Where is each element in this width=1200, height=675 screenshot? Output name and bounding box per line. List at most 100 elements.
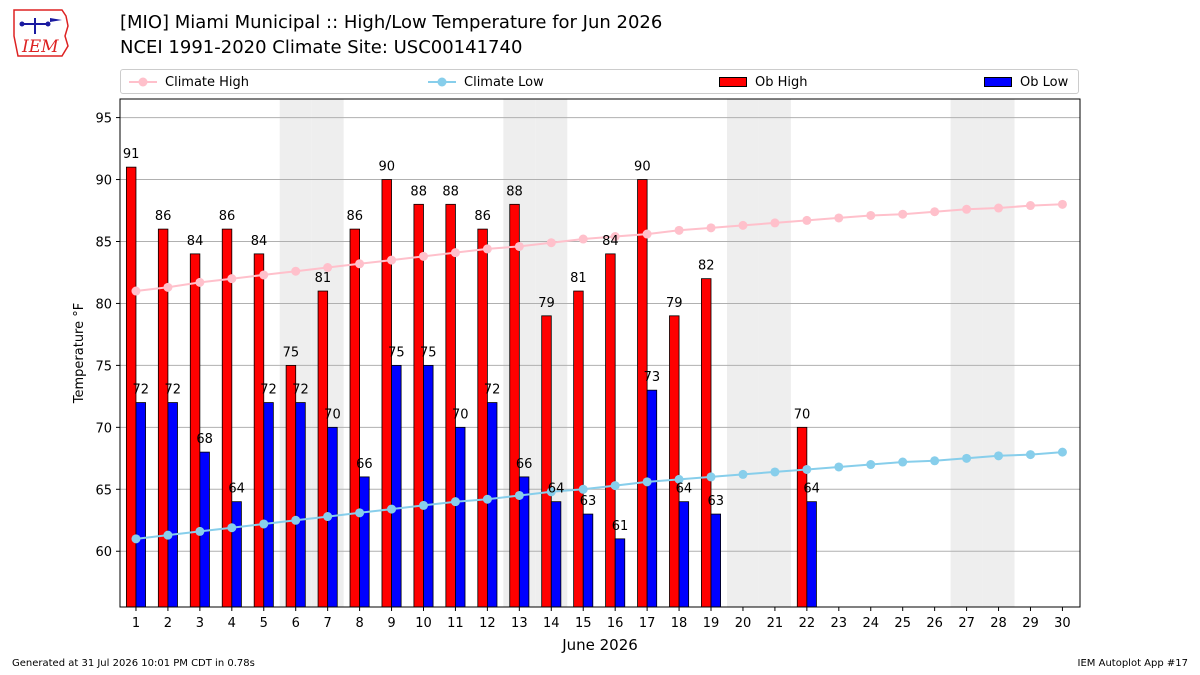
ob-high-label: 84 xyxy=(251,234,268,249)
ob-low-bar xyxy=(231,501,242,608)
ob-low-bar xyxy=(135,402,146,608)
climate-high-point xyxy=(1025,201,1035,211)
ob-high-bar xyxy=(381,179,392,608)
climate-low-point xyxy=(994,451,1004,461)
ob-low-label: 72 xyxy=(292,383,309,398)
x-tick-label: 9 xyxy=(387,616,395,631)
ob-high-label: 75 xyxy=(283,345,300,360)
y-tick-label: 85 xyxy=(95,235,112,250)
ob-low-label: 72 xyxy=(484,383,501,398)
ob-low-label: 70 xyxy=(324,407,341,422)
climate-low-point xyxy=(259,519,269,529)
ob-high-label: 86 xyxy=(347,209,364,224)
climate-high-point xyxy=(706,223,716,233)
x-tick-label: 23 xyxy=(831,616,848,631)
climate-low-point xyxy=(930,456,940,466)
ob-low-bar xyxy=(295,402,306,608)
climate-high-point xyxy=(994,203,1004,213)
climate-high-point xyxy=(323,263,333,273)
climate-low-point xyxy=(674,474,684,484)
climate-low-point xyxy=(898,457,908,467)
x-tick-label: 17 xyxy=(639,616,656,631)
x-tick-label: 20 xyxy=(735,616,752,631)
y-tick-label: 70 xyxy=(95,421,112,436)
x-tick-label: 2 xyxy=(164,616,172,631)
x-tick-label: 13 xyxy=(511,616,528,631)
y-tick-label: 60 xyxy=(95,545,112,560)
y-axis-label: Temperature °F xyxy=(72,303,87,404)
ob-high-label: 90 xyxy=(634,160,651,175)
climate-high-point xyxy=(195,277,205,287)
x-tick-label: 1 xyxy=(132,616,140,631)
climate-high-point xyxy=(450,248,460,258)
y-tick-label: 75 xyxy=(95,359,112,374)
ob-high-bar xyxy=(189,253,201,608)
ob-low-label: 63 xyxy=(580,494,597,509)
x-tick-label: 10 xyxy=(415,616,432,631)
climate-low-point xyxy=(578,484,588,494)
climate-high-point xyxy=(546,238,556,248)
climate-low-point xyxy=(514,490,524,500)
x-tick-label: 15 xyxy=(575,616,592,631)
climate-high-point xyxy=(163,282,173,292)
ob-low-label: 63 xyxy=(708,494,725,509)
weekend-shade xyxy=(758,99,791,607)
climate-high-point xyxy=(866,210,876,220)
ob-low-label: 72 xyxy=(132,383,149,398)
ob-low-bar xyxy=(550,501,562,608)
x-tick-label: 27 xyxy=(958,616,975,631)
ob-low-bar xyxy=(263,402,274,608)
plot-frame xyxy=(119,98,1081,608)
climate-high-point xyxy=(802,215,812,225)
climate-high-point xyxy=(898,209,908,219)
ob-low-label: 70 xyxy=(452,407,469,422)
generated-timestamp: Generated at 31 Jul 2026 10:01 PM CDT in… xyxy=(12,658,255,669)
ob-low-swatch-icon xyxy=(984,77,1012,87)
ob-high-bar xyxy=(669,315,680,608)
ob-low-label: 73 xyxy=(644,370,661,385)
climate-low-point xyxy=(387,504,397,514)
x-tick-label: 22 xyxy=(799,616,816,631)
climate-low-point xyxy=(802,464,812,474)
ob-high-bar xyxy=(509,203,520,608)
ob-high-bar xyxy=(796,426,808,608)
climate-low-point xyxy=(834,462,844,472)
ob-low-label: 61 xyxy=(612,519,629,534)
climate-high-point xyxy=(674,225,684,235)
climate-low-point xyxy=(291,515,301,525)
climate-high-point xyxy=(387,255,397,265)
climate-high-line xyxy=(135,203,1063,292)
ob-low-label: 64 xyxy=(548,482,565,497)
ob-high-label: 86 xyxy=(155,209,172,224)
climate-low-marker-icon xyxy=(428,77,456,87)
climate-low-point xyxy=(482,494,492,504)
ob-low-label: 66 xyxy=(516,457,533,472)
climate-high-point xyxy=(291,266,301,276)
climate-high-point xyxy=(578,234,588,244)
ob-low-bar xyxy=(678,501,690,608)
weekend-shade xyxy=(726,99,759,607)
x-tick-label: 7 xyxy=(324,616,332,631)
ob-low-label: 68 xyxy=(196,432,213,447)
ob-high-label: 79 xyxy=(666,296,683,311)
ob-high-label: 84 xyxy=(602,234,619,249)
climate-low-point xyxy=(738,469,748,479)
climate-low-point xyxy=(1057,447,1067,457)
climate-low-point xyxy=(450,497,460,507)
ob-high-bar xyxy=(317,290,329,608)
climate-high-marker-icon xyxy=(129,77,157,87)
ob-high-bar xyxy=(637,179,648,608)
ob-high-bar xyxy=(573,290,584,608)
climate-high-point xyxy=(642,229,652,239)
y-tick-label: 95 xyxy=(95,112,112,127)
climate-low-point xyxy=(866,460,876,470)
legend-label: Climate Low xyxy=(464,74,544,90)
ob-high-label: 84 xyxy=(187,234,204,249)
climate-high-point xyxy=(418,251,428,261)
ob-high-label: 90 xyxy=(378,160,395,175)
ob-high-label: 70 xyxy=(794,407,811,422)
x-tick-label: 4 xyxy=(228,616,236,631)
x-tick-label: 14 xyxy=(543,616,560,631)
climate-low-point xyxy=(195,526,205,536)
